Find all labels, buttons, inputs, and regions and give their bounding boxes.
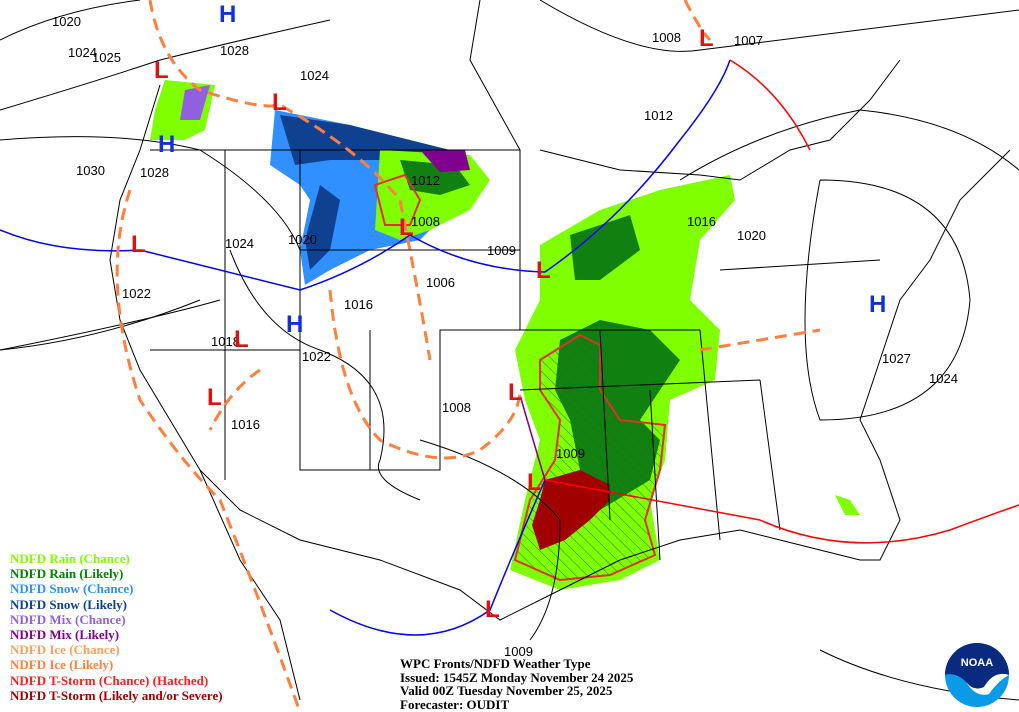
pressure-label: 1024 bbox=[300, 68, 329, 83]
mix-chance-area-nw bbox=[180, 85, 210, 120]
low-pressure-marker: L bbox=[508, 379, 523, 406]
pressure-label: 1009 bbox=[504, 644, 533, 659]
pressure-label: 1012 bbox=[411, 173, 440, 188]
legend-item: NDFD Snow (Likely) bbox=[10, 596, 128, 612]
noaa-logo: NOAA bbox=[945, 643, 1009, 707]
pressure-label: 1024 bbox=[68, 45, 97, 60]
pressure-label: 1009 bbox=[487, 243, 516, 258]
pressure-label: 1022 bbox=[122, 286, 151, 301]
low-pressure-marker: L bbox=[234, 326, 249, 353]
low-pressure-marker: L bbox=[399, 214, 414, 241]
cold-front bbox=[0, 229, 546, 291]
pressure-label: 1009 bbox=[556, 446, 585, 461]
trough-3 bbox=[328, 289, 522, 460]
trough-6 bbox=[683, 0, 712, 42]
pressure-label: 1018 bbox=[211, 334, 240, 349]
cold-front-south bbox=[329, 479, 546, 636]
legend-item: NDFD T-Storm (Chance) (Hatched) bbox=[10, 672, 209, 688]
low-pressure-marker: L bbox=[536, 257, 551, 284]
pressure-label: 1012 bbox=[644, 108, 673, 123]
pressure-label: 1028 bbox=[140, 165, 169, 180]
caption-valid: Valid 00Z Tuesday November 25, 2025 bbox=[400, 683, 613, 698]
warm-front bbox=[544, 479, 1019, 544]
trough-4 bbox=[208, 368, 261, 431]
pressure-label: 1020 bbox=[52, 14, 81, 29]
boundaries bbox=[109, 0, 1011, 701]
pressure-label: 1016 bbox=[344, 297, 373, 312]
low-pressure-marker: L bbox=[131, 231, 146, 258]
legend-item: NDFD Ice (Likely) bbox=[10, 657, 114, 673]
low-pressure-marker: L bbox=[154, 57, 169, 84]
high-pressure-marker: H bbox=[286, 311, 303, 338]
rain-chance-area-north bbox=[375, 150, 490, 240]
pressure-label: 1024 bbox=[929, 371, 958, 386]
legend-item: NDFD Snow (Chance) bbox=[10, 581, 134, 597]
pressure-label: 1020 bbox=[737, 228, 766, 243]
low-pressure-marker: L bbox=[272, 89, 287, 116]
pressure-label: 1025 bbox=[92, 50, 121, 65]
legend-item: NDFD Ice (Chance) bbox=[10, 642, 120, 658]
pressure-label: 1008 bbox=[442, 400, 471, 415]
precip-areas bbox=[150, 80, 860, 590]
caption-forecaster: Forecaster: OUDIT bbox=[400, 696, 510, 712]
high-pressure-marker: H bbox=[219, 1, 236, 28]
pressure-label: 1027 bbox=[882, 351, 911, 366]
mix-likely-area bbox=[420, 150, 470, 172]
pressure-label: 1020 bbox=[288, 232, 317, 247]
caption-title: WPC Fronts/NDFD Weather Type bbox=[400, 656, 591, 671]
caption-issued: Issued: 1545Z Monday November 24 2025 bbox=[400, 669, 634, 685]
pressure-label: 1016 bbox=[231, 417, 260, 432]
low-pressure-marker: L bbox=[527, 469, 542, 496]
pressure-label: 1022 bbox=[302, 349, 331, 364]
high-pressure-marker: H bbox=[158, 131, 175, 158]
low-pressure-marker: L bbox=[207, 384, 222, 411]
legend-item: NDFD Rain (Chance) bbox=[10, 551, 130, 566]
tstorm-chance-area-north bbox=[373, 173, 422, 226]
legend-item: NDFD Mix (Likely) bbox=[10, 627, 120, 643]
rain-chance-area-se bbox=[835, 495, 860, 515]
trough-1 bbox=[148, 0, 432, 361]
occluded-front bbox=[519, 394, 546, 481]
cold-front-east bbox=[544, 59, 731, 273]
pressure-label: 1028 bbox=[220, 43, 249, 58]
tstorm-likely-area bbox=[532, 470, 610, 550]
trough-5 bbox=[699, 328, 821, 352]
pressure-label: 1008 bbox=[652, 30, 681, 45]
pressure-label: 1007 bbox=[734, 33, 763, 48]
low-pressure-marker: L bbox=[699, 25, 714, 52]
pressure-label: 1030 bbox=[76, 163, 105, 178]
warm-front-north bbox=[729, 59, 811, 151]
pressure-label: 1024 bbox=[225, 236, 254, 251]
low-pressure-marker: L bbox=[485, 596, 500, 623]
legend: NDFD Rain (Chance) NDFD Rain (Likely) NDFD… bbox=[10, 551, 223, 703]
svg-text:NOAA: NOAA bbox=[961, 657, 993, 669]
trough-2 bbox=[115, 189, 302, 712]
high-pressure-marker: H bbox=[869, 291, 886, 318]
pressure-label: 1016 bbox=[687, 214, 716, 229]
pressure-label: 1008 bbox=[411, 214, 440, 229]
legend-item: NDFD T-Storm (Likely and/or Severe) bbox=[10, 687, 223, 703]
legend-item: NDFD Rain (Likely) bbox=[10, 566, 124, 582]
pressure-label: 1006 bbox=[426, 275, 455, 290]
legend-item: NDFD Mix (Chance) bbox=[10, 611, 126, 627]
pressure-centers: H H H H L L L L L L L L L L L bbox=[131, 1, 886, 623]
map-caption: WPC Fronts/NDFD Weather Type Issued: 154… bbox=[400, 657, 633, 711]
